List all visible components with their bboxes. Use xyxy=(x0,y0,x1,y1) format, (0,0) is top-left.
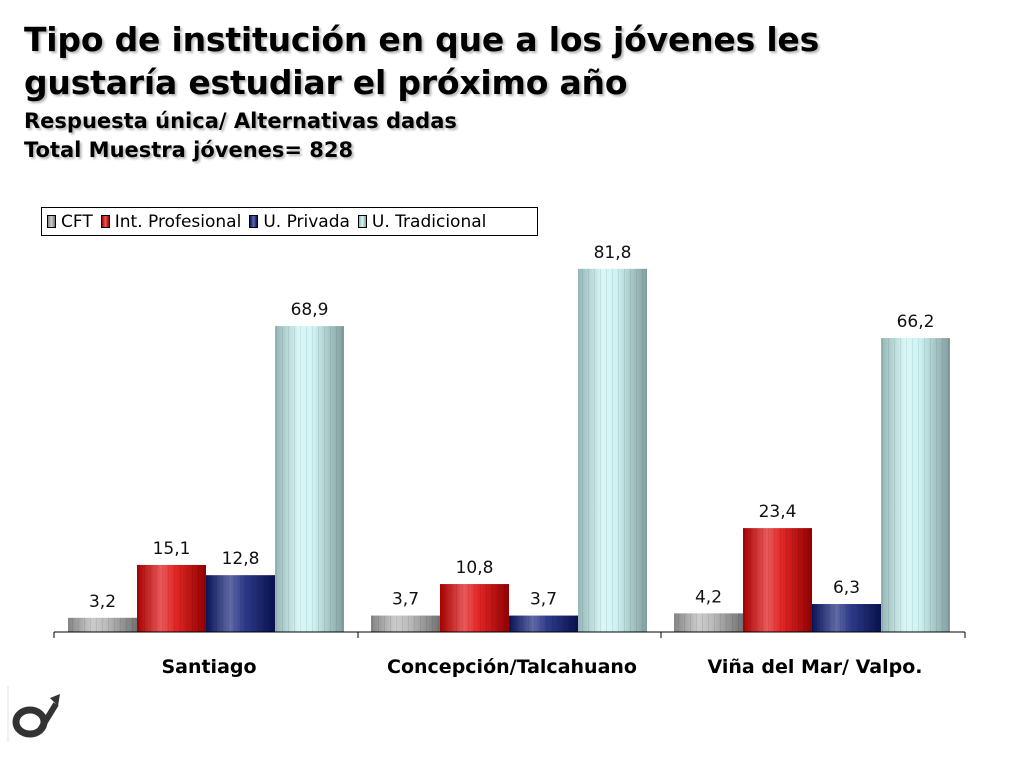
value-label-vina-del-mar-valpo-int-profesional: 23,4 xyxy=(759,502,797,522)
value-label-vina-del-mar-valpo-u-privada: 6,3 xyxy=(833,578,860,598)
chart-legend: CFT Int. Profesional U. Privada U. Tradi… xyxy=(41,207,538,236)
legend-item-u-tradicional: U. Tradicional xyxy=(357,211,487,232)
value-label-santiago-u-tradicional: 68,9 xyxy=(291,300,329,320)
legend-label-cft: CFT xyxy=(61,211,93,232)
legend-swatch-u-tradicional xyxy=(357,215,367,228)
legend-item-u-privada: U. Privada xyxy=(249,212,350,232)
bar-texture-concepcion-talcahuano-u-tradicional xyxy=(578,268,647,632)
value-label-concepcion-talcahuano-u-tradicional: 81,8 xyxy=(594,243,632,263)
value-label-concepcion-talcahuano-int-profesional: 10,8 xyxy=(456,558,494,578)
chart-title: Tipo de institución en que a los jóvenes… xyxy=(24,18,1004,165)
bar-texture-santiago-int-profesional xyxy=(137,564,206,632)
value-label-vina-del-mar-valpo-u-tradicional: 66,2 xyxy=(897,312,935,332)
bar-texture-concepcion-talcahuano-cft xyxy=(371,615,440,632)
legend-label-u-privada: U. Privada xyxy=(263,211,350,232)
value-labels-group: 3,2 15,1 12,8 68,9 3,7 10,8 3,7 81,8 4,2 23,4 6,3 6… xyxy=(89,243,934,612)
legend-swatch-int-profesional xyxy=(100,215,110,228)
subtitle-line-1: Respuesta única/ Alternativas dadas xyxy=(24,109,457,133)
bar-texture-santiago-u-tradicional xyxy=(275,326,344,632)
legend-item-cft: CFT xyxy=(47,212,93,232)
category-labels-group: Santiago Concepción/Talcahuano Viña del Ma… xyxy=(161,656,922,678)
legend-item-int-profesional: Int. Profesional xyxy=(100,211,242,232)
bars-group xyxy=(68,268,950,632)
value-label-concepcion-talcahuano-u-privada: 3,7 xyxy=(530,590,557,610)
value-label-vina-del-mar-valpo-cft: 4,2 xyxy=(695,587,722,607)
bar-texture-concepcion-talcahuano-u-privada xyxy=(509,615,578,632)
bar-texture-vina-del-mar-valpo-u-tradicional xyxy=(881,338,950,632)
legend-label-u-tradicional: U. Tradicional xyxy=(371,211,487,232)
bar-texture-vina-del-mar-valpo-cft xyxy=(674,613,743,632)
bar-texture-vina-del-mar-valpo-u-privada xyxy=(812,604,881,632)
bar-texture-santiago-cft xyxy=(68,617,137,632)
category-label-concepcion-talcahuano: Concepción/Talcahuano xyxy=(387,656,637,678)
legend-swatch-cft xyxy=(47,215,56,228)
category-label-santiago: Santiago xyxy=(161,656,256,678)
value-label-santiago-int-profesional: 15,1 xyxy=(153,539,191,559)
value-label-concepcion-talcahuano-cft: 3,7 xyxy=(392,590,419,610)
legend-label-int-profesional: Int. Profesional xyxy=(114,211,242,232)
title-line-1: Tipo de institución en que a los jóvenes… xyxy=(24,20,820,59)
value-label-santiago-cft: 3,2 xyxy=(89,592,116,612)
value-label-santiago-u-privada: 12,8 xyxy=(222,549,260,569)
bar-texture-vina-del-mar-valpo-int-profesional xyxy=(743,528,812,632)
subtitle-line-2: Total Muestra jóvenes= 828 xyxy=(24,138,354,162)
title-line-2: gustaría estudiar el próximo año xyxy=(24,63,628,102)
category-label-vina-del-mar-valpo: Viña del Mar/ Valpo. xyxy=(708,656,923,678)
bar-texture-concepcion-talcahuano-int-profesional xyxy=(440,584,509,632)
legend-swatch-u-privada xyxy=(249,215,259,228)
bar-texture-santiago-u-privada xyxy=(206,575,275,632)
brand-logo xyxy=(7,686,60,742)
x-axis xyxy=(53,631,966,638)
